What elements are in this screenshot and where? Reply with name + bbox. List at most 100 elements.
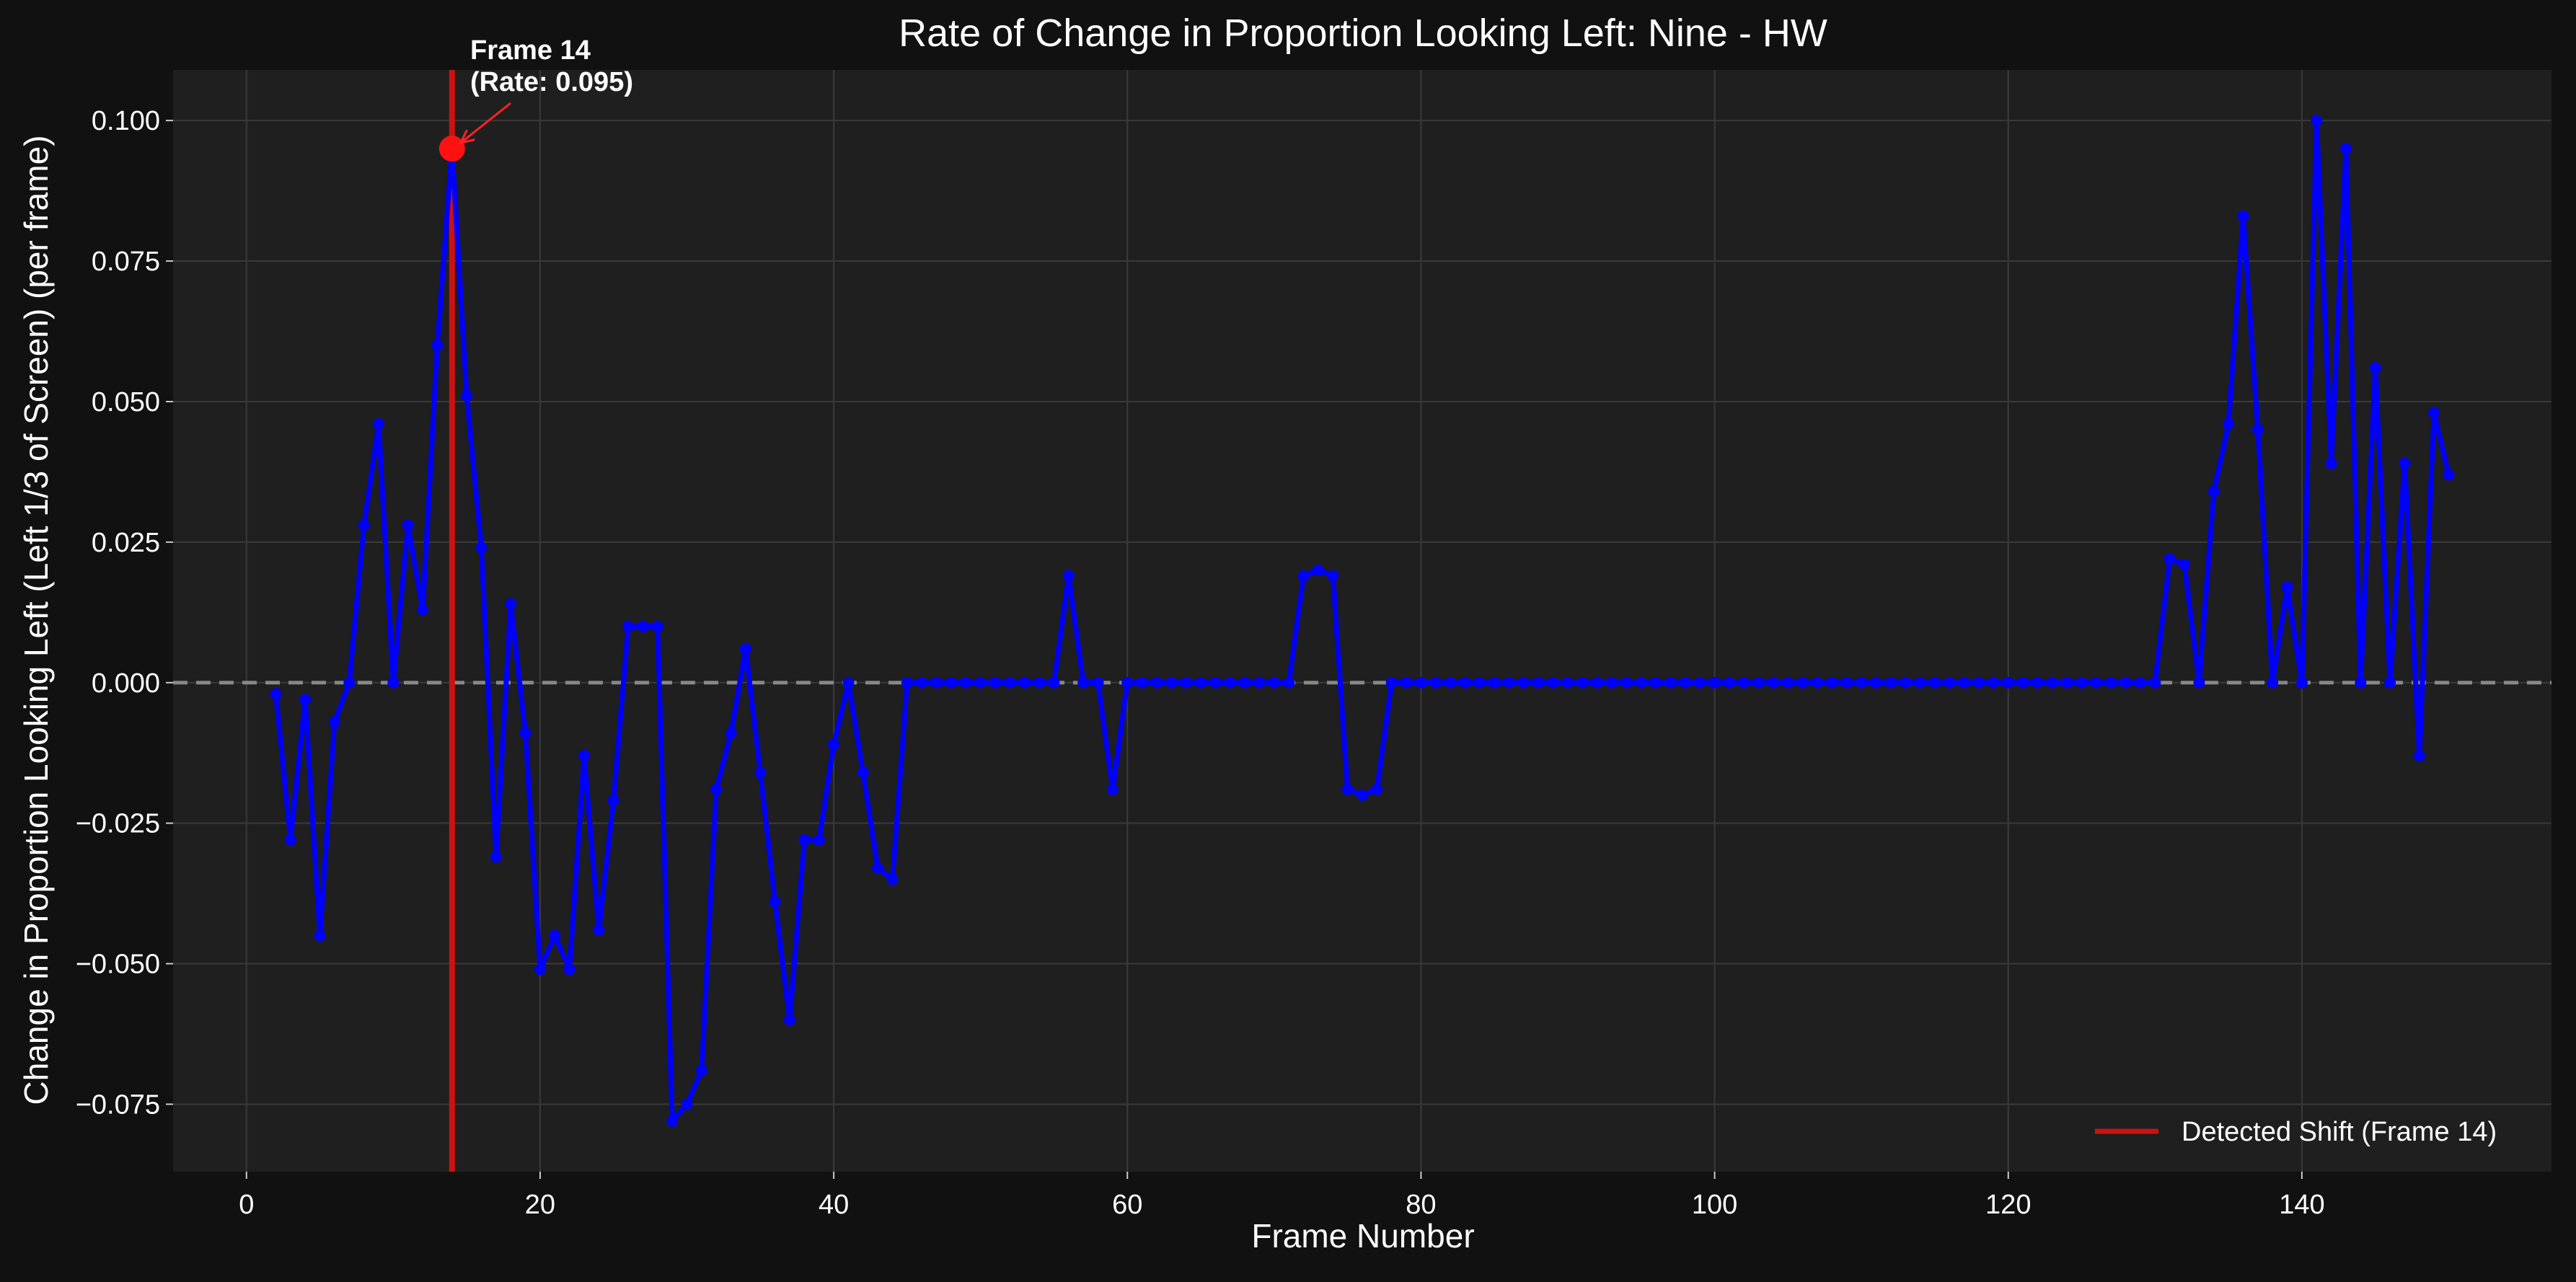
y-tick-label: 0.050 — [92, 387, 160, 417]
data-point — [1018, 676, 1031, 689]
data-point — [1459, 676, 1471, 689]
data-point — [2428, 407, 2440, 419]
x-tick-label: 100 — [1692, 1190, 1737, 1220]
data-point — [2237, 210, 2249, 222]
y-tick-label: −0.050 — [76, 950, 160, 980]
y-tick-label: 0.100 — [92, 106, 160, 136]
data-point — [1708, 676, 1721, 689]
data-point — [769, 896, 781, 908]
data-point — [563, 963, 575, 976]
data-point — [974, 676, 987, 689]
data-point — [1209, 676, 1222, 689]
data-point — [2105, 676, 2117, 689]
data-point — [505, 598, 517, 610]
x-axis-label: Frame Number — [1251, 1217, 1474, 1255]
data-point — [842, 676, 855, 689]
data-point — [2339, 143, 2352, 155]
y-tick-label: 0.000 — [92, 668, 160, 699]
data-point — [328, 716, 340, 728]
data-point — [901, 676, 913, 689]
data-point — [2076, 676, 2088, 689]
data-point — [857, 766, 869, 779]
data-point — [695, 1064, 707, 1077]
data-point — [2295, 676, 2308, 689]
data-point — [270, 688, 282, 700]
data-point — [284, 834, 296, 846]
data-point — [1914, 676, 1926, 689]
data-point — [1444, 676, 1457, 689]
data-point — [2267, 676, 2279, 689]
data-point — [1371, 783, 1383, 795]
data-point — [2163, 553, 2176, 565]
data-point — [2032, 676, 2044, 689]
data-point — [534, 963, 546, 976]
data-point — [2325, 457, 2337, 469]
data-point — [1283, 676, 1295, 689]
data-point — [373, 418, 385, 430]
data-point — [2193, 676, 2205, 689]
data-point — [387, 676, 400, 689]
data-point — [1517, 676, 1530, 689]
data-point — [1884, 676, 1897, 689]
data-point — [431, 340, 444, 351]
data-point — [2149, 676, 2161, 689]
data-point — [651, 620, 663, 632]
data-point — [2384, 676, 2396, 689]
data-point — [1856, 676, 1868, 689]
data-point — [1664, 676, 1677, 689]
data-point — [2369, 362, 2381, 374]
data-point — [299, 694, 312, 706]
data-point — [1635, 676, 1647, 689]
y-tick-label: 0.025 — [92, 528, 160, 558]
data-point — [1988, 676, 2000, 689]
data-point — [461, 390, 473, 402]
data-point — [1928, 676, 1941, 689]
data-point — [637, 620, 649, 632]
x-tick-label: 20 — [525, 1190, 555, 1220]
data-point — [1650, 676, 1662, 689]
data-point — [1606, 676, 1618, 689]
data-point — [2207, 485, 2220, 498]
data-point — [1253, 676, 1266, 689]
data-point — [945, 676, 957, 689]
data-point — [813, 834, 825, 846]
data-point — [1077, 676, 1090, 689]
data-point — [1782, 676, 1794, 689]
data-point — [754, 766, 767, 779]
data-point — [1033, 676, 1046, 689]
data-point — [1679, 676, 1691, 689]
data-point — [2046, 676, 2058, 689]
y-tick-label: 0.075 — [92, 247, 160, 277]
data-point — [1768, 676, 1780, 689]
data-point — [666, 1115, 679, 1127]
data-point — [1900, 676, 1912, 689]
data-point — [2399, 457, 2411, 469]
data-point — [1973, 676, 1985, 689]
x-tick-label: 120 — [1985, 1190, 2031, 1220]
data-point — [1312, 564, 1324, 576]
y-tick-label: −0.075 — [76, 1089, 160, 1120]
data-point — [1870, 676, 1882, 689]
data-point — [1473, 676, 1486, 689]
data-point — [1180, 676, 1192, 689]
data-point — [1106, 783, 1119, 795]
data-point — [578, 750, 591, 762]
data-point — [710, 783, 723, 795]
data-point — [1195, 676, 1207, 689]
legend: Detected Shift (Frame 14) — [2095, 1117, 2497, 1147]
axes: 0 20 40 60 80 100 120 140 −0.075 −0.050 −0.025 0.00… — [76, 106, 2325, 1220]
data-point — [2061, 676, 2073, 689]
data-point — [549, 929, 561, 942]
annotation-arrowhead — [459, 129, 475, 145]
data-point — [2017, 676, 2029, 689]
data-point — [2120, 676, 2132, 689]
data-point — [402, 519, 414, 531]
data-point — [872, 862, 884, 875]
x-tick-label: 0 — [239, 1190, 254, 1220]
y-axis-label: Change in Proportion Looking Left (Left … — [17, 136, 55, 1105]
data-point — [2090, 676, 2102, 689]
data-point — [475, 541, 488, 554]
data-point — [1694, 676, 1706, 689]
data-point — [1415, 676, 1427, 689]
data-point — [1150, 676, 1163, 689]
